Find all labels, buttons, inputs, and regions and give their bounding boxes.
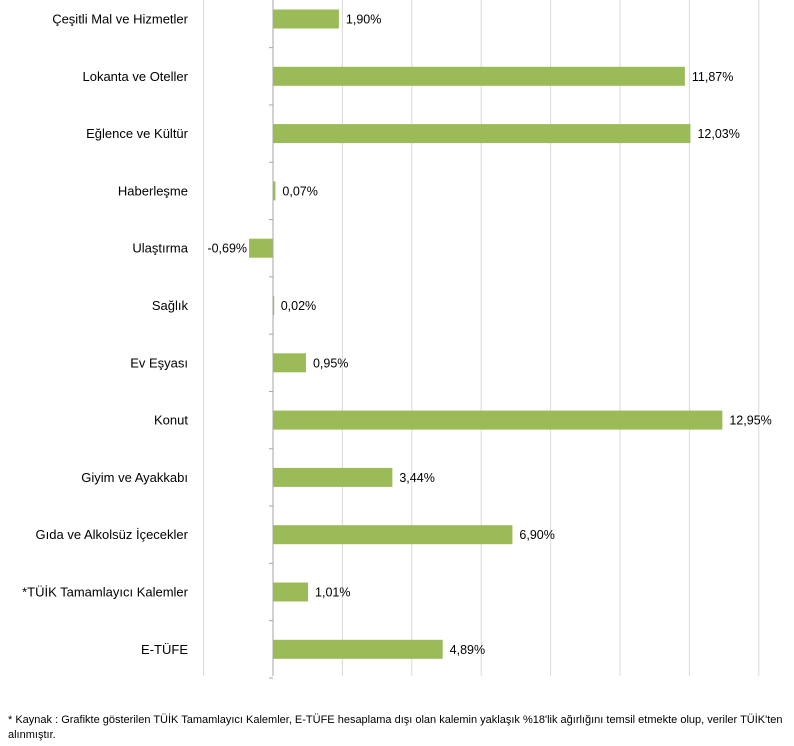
bar bbox=[273, 66, 685, 86]
category-label: Eğlence ve Kültür bbox=[86, 126, 189, 141]
data-label: 3,44% bbox=[399, 471, 434, 485]
data-label: 4,89% bbox=[450, 643, 485, 657]
bar bbox=[273, 296, 275, 315]
data-label: 0,95% bbox=[313, 356, 348, 370]
bar bbox=[273, 582, 309, 602]
category-label: Sağlık bbox=[152, 298, 189, 313]
data-label: 1,90% bbox=[346, 13, 381, 27]
bar bbox=[273, 467, 393, 487]
category-label: Giyim ve Ayakkabı bbox=[81, 470, 188, 485]
data-label: 0,02% bbox=[281, 299, 316, 313]
category-label: Gıda ve Alkolsüz İçecekler bbox=[36, 527, 189, 542]
bar bbox=[273, 9, 339, 29]
bar bbox=[273, 124, 691, 144]
category-label: Konut bbox=[154, 413, 188, 428]
bar bbox=[273, 410, 723, 430]
category-label: Ulaştırma bbox=[132, 241, 188, 256]
category-label: Ev Eşyası bbox=[130, 355, 188, 370]
bar bbox=[273, 353, 306, 373]
category-label: *TÜİK Tamamlayıcı Kalemler bbox=[22, 585, 189, 600]
bar bbox=[249, 238, 273, 258]
data-label: 6,90% bbox=[519, 528, 554, 542]
category-label: Çeşitli Mal ve Hizmetler bbox=[52, 12, 188, 27]
data-label: 1,01% bbox=[315, 586, 350, 600]
bar bbox=[273, 525, 513, 545]
data-label: 0,07% bbox=[282, 184, 317, 198]
data-label: -0,69% bbox=[207, 242, 247, 256]
data-label: 11,87% bbox=[692, 70, 733, 84]
bar bbox=[273, 639, 443, 659]
category-label: E-TÜFE bbox=[141, 642, 188, 657]
bar-chart: Çeşitli Mal ve Hizmetler 1,90% Lokanta ve … bbox=[22, 0, 772, 679]
bar bbox=[273, 181, 276, 201]
category-label: Haberleşme bbox=[118, 183, 188, 198]
category-label: Lokanta ve Oteller bbox=[82, 69, 188, 84]
data-label: 12,95% bbox=[729, 414, 771, 428]
data-label: 12,03% bbox=[697, 127, 739, 141]
footnote: * Kaynak : Grafikte gösterilen TÜİK Tama… bbox=[8, 714, 783, 741]
